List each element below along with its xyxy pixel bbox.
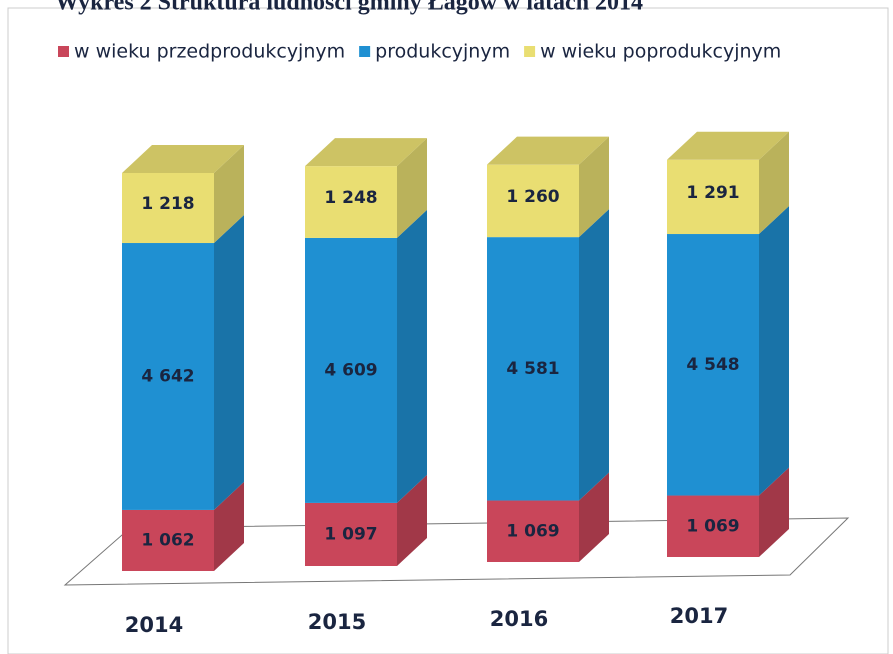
bar-front <box>487 500 579 562</box>
data-label: 1 248 <box>324 188 377 208</box>
data-label: 4 642 <box>141 366 194 386</box>
bar-segment <box>122 481 244 571</box>
x-tick-label: 2016 <box>490 607 548 631</box>
bar-segment <box>305 138 427 238</box>
bar-side <box>579 472 609 562</box>
data-label: 1 097 <box>324 524 377 544</box>
data-label: 4 609 <box>324 360 377 380</box>
legend-label: produkcyjnym <box>375 41 510 63</box>
bar-segment <box>305 209 427 503</box>
data-label: 1 069 <box>506 521 559 541</box>
bar-front <box>667 234 759 496</box>
legend-swatch <box>524 46 536 57</box>
bar-segment <box>487 136 609 238</box>
bar-side <box>579 209 609 501</box>
bar-segment <box>122 215 244 510</box>
bar-front <box>487 164 579 238</box>
bar-side <box>759 131 789 235</box>
bar-side <box>397 138 427 238</box>
x-tick-label: 2017 <box>670 604 728 628</box>
bar-segment <box>487 209 609 501</box>
x-tick-label: 2015 <box>308 610 366 634</box>
bar-segment <box>667 467 789 557</box>
data-label: 4 581 <box>506 359 559 379</box>
bar-segment <box>122 144 244 244</box>
bar-front <box>122 509 214 571</box>
bar-side <box>214 481 244 571</box>
chart-title: Wykres 2 Struktura ludności gminy Łagów … <box>55 0 643 16</box>
bar-front <box>122 172 214 244</box>
data-label: 1 260 <box>506 187 559 207</box>
legend-label: w wieku poprodukcyjnym <box>540 41 781 63</box>
bar-segment <box>487 472 609 562</box>
bar-front <box>667 159 759 235</box>
bar-top <box>305 138 427 167</box>
bar-front <box>305 237 397 503</box>
bar-side <box>397 474 427 566</box>
bar-side <box>759 206 789 496</box>
bar-front <box>305 166 397 238</box>
bar-front <box>487 237 579 501</box>
legend-swatch <box>359 46 371 57</box>
bar-side <box>397 209 427 503</box>
bar-front <box>667 495 759 557</box>
bar-side <box>214 215 244 510</box>
data-label: 4 548 <box>686 355 739 375</box>
data-label: 1 218 <box>141 194 194 214</box>
legend-label: w wieku przedprodukcyjnym <box>74 41 345 63</box>
x-tick-label: 2014 <box>125 613 183 637</box>
data-label: 1 069 <box>686 516 739 536</box>
data-label: 1 062 <box>141 530 194 550</box>
bar-top <box>667 131 789 160</box>
data-label: 1 291 <box>686 183 739 203</box>
bar-segment <box>305 474 427 566</box>
legend-swatch <box>58 46 69 57</box>
bar-top <box>487 136 609 165</box>
floor <box>63 517 850 586</box>
bar-side <box>214 144 244 244</box>
bar-front <box>305 502 397 566</box>
bar-side <box>579 136 609 238</box>
bar-side <box>759 467 789 557</box>
bar-segment <box>667 206 789 496</box>
bar-top <box>122 144 244 173</box>
bar-segment <box>667 131 789 235</box>
bar-front <box>122 243 214 510</box>
